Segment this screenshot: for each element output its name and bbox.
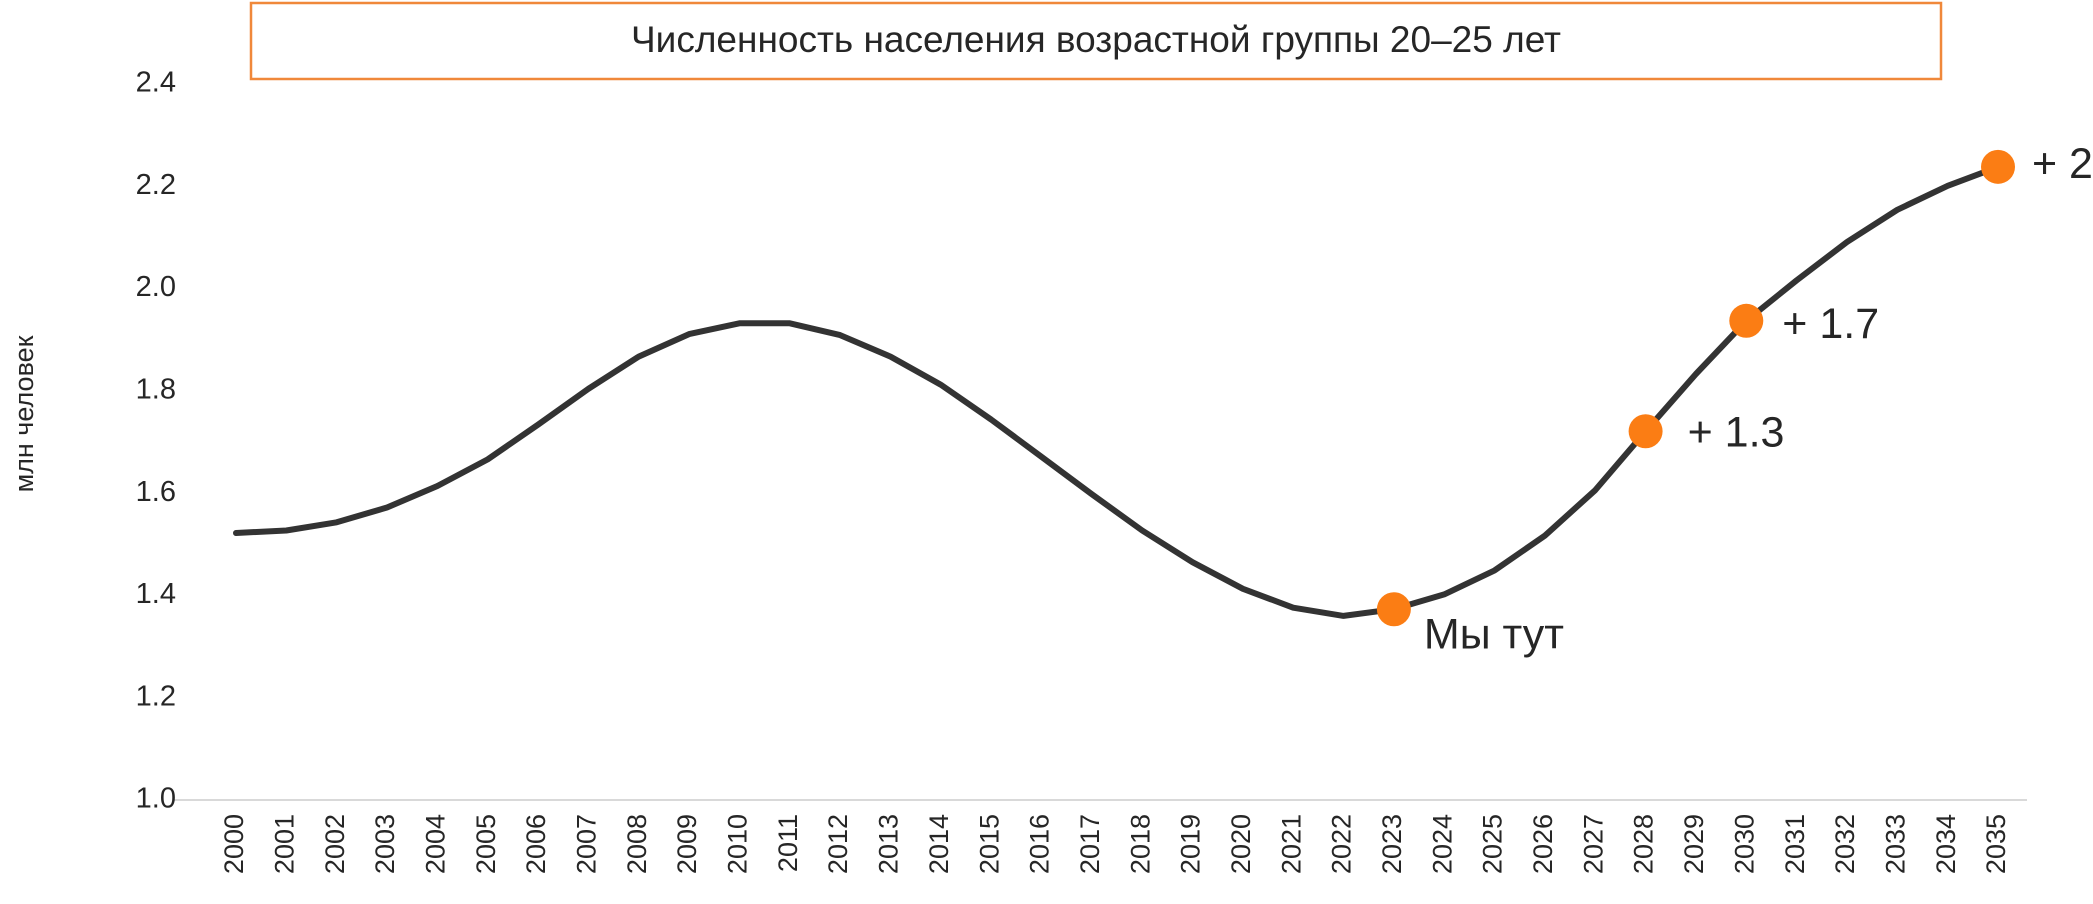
x-tick-label: 2035	[1981, 814, 2011, 874]
x-tick-label: 2009	[672, 814, 702, 874]
x-tick-label: 2008	[622, 814, 652, 874]
x-tick-label: 2012	[823, 814, 853, 874]
highlight-marker	[1729, 303, 1764, 338]
x-tick-label: 2029	[1679, 814, 1709, 874]
x-tick-label: 2031	[1780, 814, 1810, 874]
x-tick-label: 2023	[1377, 814, 1407, 874]
x-tick-label: 2020	[1226, 814, 1256, 874]
x-tick-label: 2000	[219, 814, 249, 874]
x-tick-label: 2032	[1830, 814, 1860, 874]
x-tick-label: 2011	[773, 814, 803, 872]
x-tick-label: 2014	[924, 814, 954, 874]
line-series	[233, 163, 2001, 619]
y-axis-label: млн человек	[9, 335, 39, 492]
highlight-marker	[1376, 592, 1411, 627]
x-tick-label: 2022	[1327, 814, 1357, 874]
x-tick-label: 2017	[1075, 814, 1105, 874]
x-tick-label: 2027	[1578, 814, 1608, 874]
highlight-marker	[1628, 414, 1663, 449]
x-tick-label: 2016	[1025, 814, 1055, 874]
y-tick-label: 1.4	[136, 578, 176, 610]
y-tick-label: 1.8	[136, 374, 176, 406]
x-tick-label: 2003	[370, 814, 400, 874]
y-tick-label: 2.2	[136, 169, 176, 201]
x-tick-label: 2018	[1125, 814, 1155, 874]
x-tick-label: 2010	[723, 814, 753, 874]
highlight-marker	[1981, 149, 2015, 184]
y-tick-label: 2.4	[136, 67, 176, 99]
title-box	[249, 1, 1943, 81]
y-tick-label: 1.6	[136, 476, 176, 508]
x-tick-label: 2015	[974, 814, 1004, 874]
x-tick-label: 2034	[1931, 814, 1961, 874]
x-tick-label: 2019	[1176, 814, 1206, 874]
x-tick-label: 2006	[521, 814, 551, 874]
y-tick-label: 1.0	[136, 783, 176, 815]
x-tick-label: 2021	[1276, 814, 1306, 874]
y-tick-label: 1.2	[136, 680, 176, 712]
x-tick-label: 2004	[420, 814, 450, 874]
x-tick-label: 2001	[269, 814, 299, 874]
y-tick-label: 2.0	[136, 271, 176, 303]
x-tick-label: 2007	[572, 814, 602, 874]
x-tick-label: 2028	[1629, 814, 1659, 874]
annotation: + 1.3	[1688, 409, 1785, 457]
x-tick-label: 2026	[1528, 814, 1558, 874]
annotation: Мы тут	[1424, 611, 1564, 659]
x-tick-label: 2030	[1729, 814, 1759, 874]
x-tick-label: 2005	[471, 814, 501, 874]
x-tick-label: 2025	[1478, 814, 1508, 874]
x-tick-label: 2033	[1880, 814, 1910, 874]
x-tick-label: 2013	[874, 814, 904, 874]
x-tick-label: 2024	[1427, 814, 1457, 874]
x-tick-label: 2002	[320, 814, 350, 874]
annotation: + 2	[2032, 140, 2093, 188]
annotation: + 1.7	[1782, 300, 1879, 348]
chart-title: Численность населения возрастной группы …	[631, 19, 1561, 60]
